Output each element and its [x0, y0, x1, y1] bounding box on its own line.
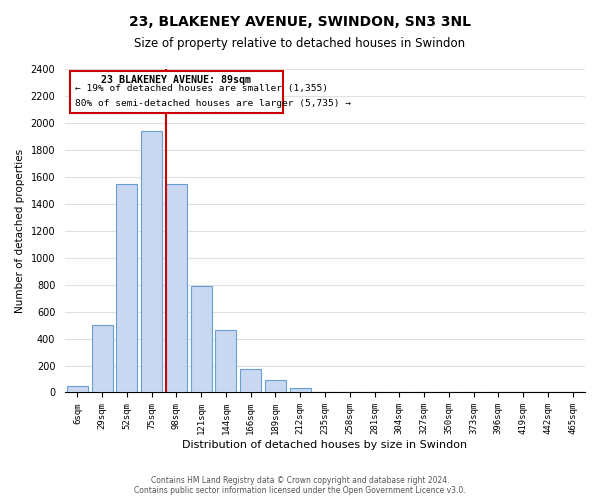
Bar [116, 184, 137, 392]
Text: 23 BLAKENEY AVENUE: 89sqm: 23 BLAKENEY AVENUE: 89sqm [101, 75, 251, 85]
FancyBboxPatch shape [70, 71, 283, 113]
Text: Contains HM Land Registry data © Crown copyright and database right 2024.
Contai: Contains HM Land Registry data © Crown c… [134, 476, 466, 495]
Y-axis label: Number of detached properties: Number of detached properties [15, 148, 25, 313]
Text: 80% of semi-detached houses are larger (5,735) →: 80% of semi-detached houses are larger (… [75, 99, 351, 108]
X-axis label: Distribution of detached houses by size in Swindon: Distribution of detached houses by size … [182, 440, 467, 450]
Bar [240, 369, 261, 392]
Bar [92, 325, 113, 392]
Text: 23, BLAKENEY AVENUE, SWINDON, SN3 3NL: 23, BLAKENEY AVENUE, SWINDON, SN3 3NL [129, 15, 471, 29]
Bar [166, 184, 187, 392]
Bar [191, 286, 212, 393]
Bar [265, 380, 286, 392]
Bar [290, 388, 311, 392]
Bar [215, 330, 236, 392]
Bar [141, 131, 162, 392]
Text: ← 19% of detached houses are smaller (1,355): ← 19% of detached houses are smaller (1,… [75, 84, 328, 93]
Text: Size of property relative to detached houses in Swindon: Size of property relative to detached ho… [134, 38, 466, 51]
Bar [67, 386, 88, 392]
